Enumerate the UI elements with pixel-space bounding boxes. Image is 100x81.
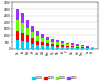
Bar [56,42,59,45]
Bar [56,47,59,49]
Bar [36,36,39,41]
Bar [86,47,89,48]
Legend: 2018, 2019, 2020, 2021: 2018, 2019, 2020, 2021 [32,76,78,80]
Bar [86,46,89,47]
Bar [61,43,64,45]
Bar [31,32,34,38]
Bar [26,35,29,42]
Bar [16,9,19,20]
Bar [16,20,19,31]
Bar [31,44,34,49]
Bar [91,47,94,48]
Bar [41,34,44,38]
Bar [71,43,74,45]
Bar [46,43,49,46]
Bar [31,26,34,32]
Bar [31,38,34,44]
Bar [21,13,24,23]
Bar [76,48,79,49]
Bar [81,46,84,47]
Bar [61,47,64,49]
Bar [26,20,29,28]
Bar [41,38,44,42]
Bar [61,45,64,47]
Bar [16,31,19,40]
Bar [86,48,89,49]
Bar [21,23,24,32]
Bar [76,44,79,46]
Bar [36,45,39,49]
Bar [51,39,54,42]
Bar [66,44,69,46]
Bar [66,46,69,47]
Bar [26,28,29,35]
Bar [81,47,84,48]
Bar [81,45,84,46]
Bar [91,48,94,49]
Bar [71,46,74,47]
Bar [71,45,74,46]
Bar [61,41,64,43]
Bar [51,46,54,49]
Bar [71,47,74,49]
Bar [26,42,29,49]
Bar [46,37,49,40]
Bar [21,41,24,49]
Bar [76,47,79,48]
Bar [46,40,49,43]
Bar [41,42,44,45]
Bar [56,40,59,42]
Bar [46,46,49,49]
Bar [16,40,19,49]
Bar [36,31,39,36]
Bar [66,43,69,44]
Bar [76,46,79,47]
Bar [56,45,59,47]
Bar [21,32,24,41]
Bar [66,47,69,49]
Bar [51,44,54,46]
Bar [41,45,44,49]
Bar [36,41,39,45]
Bar [51,42,54,44]
Bar [81,48,84,49]
